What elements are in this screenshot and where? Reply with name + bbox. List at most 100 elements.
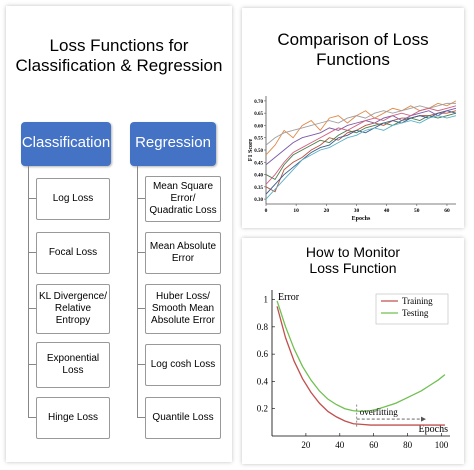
legend-label: Testing <box>402 308 429 318</box>
connector-tick <box>137 308 145 309</box>
series-line <box>265 112 457 181</box>
x-tick-label: 40 <box>384 208 390 214</box>
left-title-line-1: Loss Functions for <box>49 36 189 55</box>
y-tick-label: 0.35 <box>254 186 263 191</box>
y-tick-label: 0.30 <box>254 198 263 203</box>
classification-item-focal-loss: Focal Loss <box>36 232 110 274</box>
connector-tick <box>137 364 145 365</box>
left-title-line-2: Classification & Regression <box>15 55 223 75</box>
regression-item-log-cosh-loss: Log cosh Loss <box>145 344 221 386</box>
series-line <box>276 300 446 413</box>
item-label: Hinge Loss <box>47 412 99 423</box>
regression-heading: Regression <box>130 122 216 166</box>
item-label: Log cosh Loss <box>150 359 216 370</box>
overfitting-label: overfitting <box>360 407 398 417</box>
series-line <box>276 306 445 426</box>
item-label: Entropy <box>55 315 91 326</box>
comparison-title-line-2: Functions <box>316 49 390 69</box>
classification-heading: Classification <box>21 122 111 166</box>
series-line <box>265 102 456 146</box>
left-card-title: Loss Functions for Classification & Regr… <box>6 36 232 75</box>
connector-tick <box>28 252 36 253</box>
classification-regression-card: Loss Functions for Classification & Regr… <box>6 6 232 462</box>
regression-item-mean-absolute-error: Mean Absolute Error <box>145 232 221 274</box>
item-label: Smooth Mean <box>151 303 215 314</box>
item-label: Quadratic Loss <box>149 205 217 216</box>
y-tick-label: 1 <box>264 295 269 305</box>
regression-connector <box>137 166 138 418</box>
y-tick-label: 0.45 <box>254 161 263 166</box>
series-line <box>265 115 457 200</box>
x-axis-label: Epochs <box>352 216 371 222</box>
monitor-title: How to Monitor Loss Function <box>242 244 464 276</box>
connector-tick <box>137 198 145 199</box>
legend-box <box>375 293 449 325</box>
y-axis-label: F1 Score <box>248 138 254 161</box>
x-tick-label: 60 <box>369 440 379 450</box>
connector-tick <box>28 198 36 199</box>
item-label: Quantile Loss <box>152 412 214 423</box>
item-label: KL Divergence/ <box>39 291 107 302</box>
item-label: Mean Absolute <box>149 241 217 252</box>
series-line <box>265 110 457 195</box>
regression-item-mean-square-error: Mean Square Error/ Quadratic Loss <box>145 176 221 222</box>
comparison-title: Comparison of Loss Functions <box>242 30 464 69</box>
connector-tick <box>137 417 145 418</box>
classification-item-log-loss: Log Loss <box>36 178 110 220</box>
series-line <box>265 105 457 185</box>
x-tick-label: 0 <box>265 208 268 214</box>
y-axis-label: Error <box>278 292 300 303</box>
x-tick-label: 10 <box>293 208 299 214</box>
connector-tick <box>28 364 36 365</box>
x-tick-label: 80 <box>403 440 413 450</box>
series-line <box>265 110 457 193</box>
y-tick-label: 0.2 <box>257 404 268 414</box>
y-tick-label: 0.55 <box>254 137 263 142</box>
y-tick-label: 0.60 <box>254 124 263 129</box>
monitor-chart: 20 40 60 80 100 0.2 0.4 0.6 0.8 1 Error Epochs overf… <box>257 290 450 450</box>
overfitting-arrowhead <box>421 416 427 422</box>
x-tick-label: 40 <box>335 440 345 450</box>
item-label: Relative <box>54 303 92 314</box>
x-axis-label: Epochs <box>419 424 449 435</box>
x-tick-label: 100 <box>435 440 449 450</box>
regression-item-quantile-loss: Quantile Loss <box>145 397 221 439</box>
x-tick-label: 50 <box>414 208 420 214</box>
item-label: Absolute Error <box>151 315 215 326</box>
classification-item-hinge-loss: Hinge Loss <box>36 397 110 439</box>
connector-tick <box>137 252 145 253</box>
classification-connector <box>28 166 29 418</box>
y-tick-label: 0.50 <box>254 149 263 154</box>
y-tick-label: 0.70 <box>254 100 263 105</box>
item-label: Exponential <box>46 353 100 364</box>
item-label: Error <box>171 253 195 264</box>
comparison-chart: 0 10 20 30 40 50 60 0.30 0.35 0.40 0.45 0.50 0.55 0.6… <box>248 96 457 222</box>
y-tick-label: 0.6 <box>257 349 269 359</box>
item-label: Log Loss <box>52 193 94 204</box>
y-tick-label: 0.4 <box>257 376 269 386</box>
comparison-title-line-1: Comparison of Loss <box>277 30 429 49</box>
x-tick-label: 20 <box>301 440 311 450</box>
x-tick-label: 60 <box>444 208 450 214</box>
item-label: Loss <box>62 365 84 376</box>
item-label: Focal Loss <box>48 247 98 258</box>
connector-tick <box>28 417 36 418</box>
legend-label: Training <box>402 296 433 306</box>
classification-item-kl-divergence: KL Divergence/ Relative Entropy <box>36 284 110 334</box>
classification-item-exponential-loss: Exponential Loss <box>36 342 110 388</box>
x-tick-label: 20 <box>324 208 330 214</box>
monitor-title-line-2: Loss Function <box>309 260 397 277</box>
series-line <box>265 107 457 166</box>
item-label: Error/ <box>170 193 196 204</box>
item-label: Mean Square <box>152 181 214 192</box>
y-tick-label: 0.8 <box>257 322 269 332</box>
monitor-title-line-1: How to Monitor <box>305 244 401 260</box>
x-tick-label: 30 <box>354 208 360 214</box>
comparison-card: Comparison of Loss Functions 0 10 20 30 40 50… <box>242 8 464 228</box>
monitor-card: How to Monitor Loss Function 20 40 60 80 100… <box>242 238 464 464</box>
item-label: Huber Loss/ <box>156 291 210 302</box>
regression-item-huber-loss: Huber Loss/ Smooth Mean Absolute Error <box>145 284 221 334</box>
y-tick-label: 0.40 <box>254 174 263 179</box>
connector-tick <box>28 308 36 309</box>
y-tick-label: 0.65 <box>254 112 263 117</box>
